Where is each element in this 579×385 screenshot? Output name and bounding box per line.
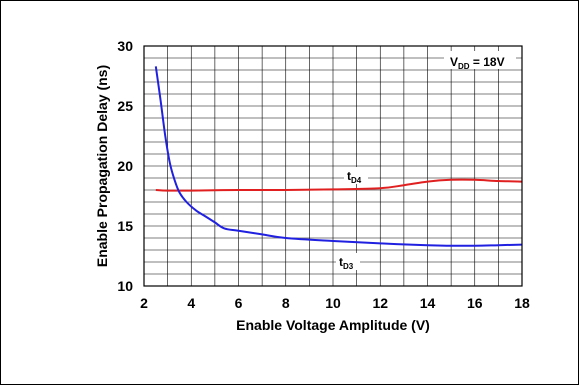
y-tick-label: 25 [117, 98, 133, 114]
series-label-td3: tD3 [339, 255, 354, 271]
series-label-td3-bg [336, 253, 360, 270]
x-axis-title: Enable Voltage Amplitude (V) [236, 317, 430, 333]
x-tick-label: 10 [325, 295, 341, 311]
y-axis-title: Enable Propagation Delay (ns) [94, 65, 110, 267]
y-tick-label: 20 [117, 158, 133, 174]
series-line-td4 [155, 178, 523, 192]
condition-label: VDD = 18V [450, 55, 505, 71]
x-tick-labels: 2 4 6 8 10 12 14 16 18 [140, 295, 530, 311]
x-tick-label: 2 [140, 295, 148, 311]
x-tick-label: 4 [187, 295, 195, 311]
x-tick-label: 8 [282, 295, 290, 311]
x-tick-label: 14 [420, 295, 436, 311]
x-tick-label: 16 [467, 295, 483, 311]
x-tick-label: 12 [372, 295, 388, 311]
y-tick-label: 15 [117, 218, 133, 234]
series-label-td4: tD4 [347, 169, 362, 185]
y-tick-label: 10 [117, 278, 133, 294]
condition-label-bg [444, 51, 516, 69]
x-tick-label: 6 [235, 295, 243, 311]
series-line-td3 [154, 66, 523, 247]
y-tick-labels: 10 15 20 25 30 [117, 38, 133, 294]
x-tick-label: 18 [514, 295, 530, 311]
y-tick-label: 30 [117, 38, 133, 54]
series-label-td4-bg [344, 167, 368, 184]
plot-border [143, 45, 523, 287]
series-layer [154, 66, 523, 247]
grid [144, 46, 522, 286]
